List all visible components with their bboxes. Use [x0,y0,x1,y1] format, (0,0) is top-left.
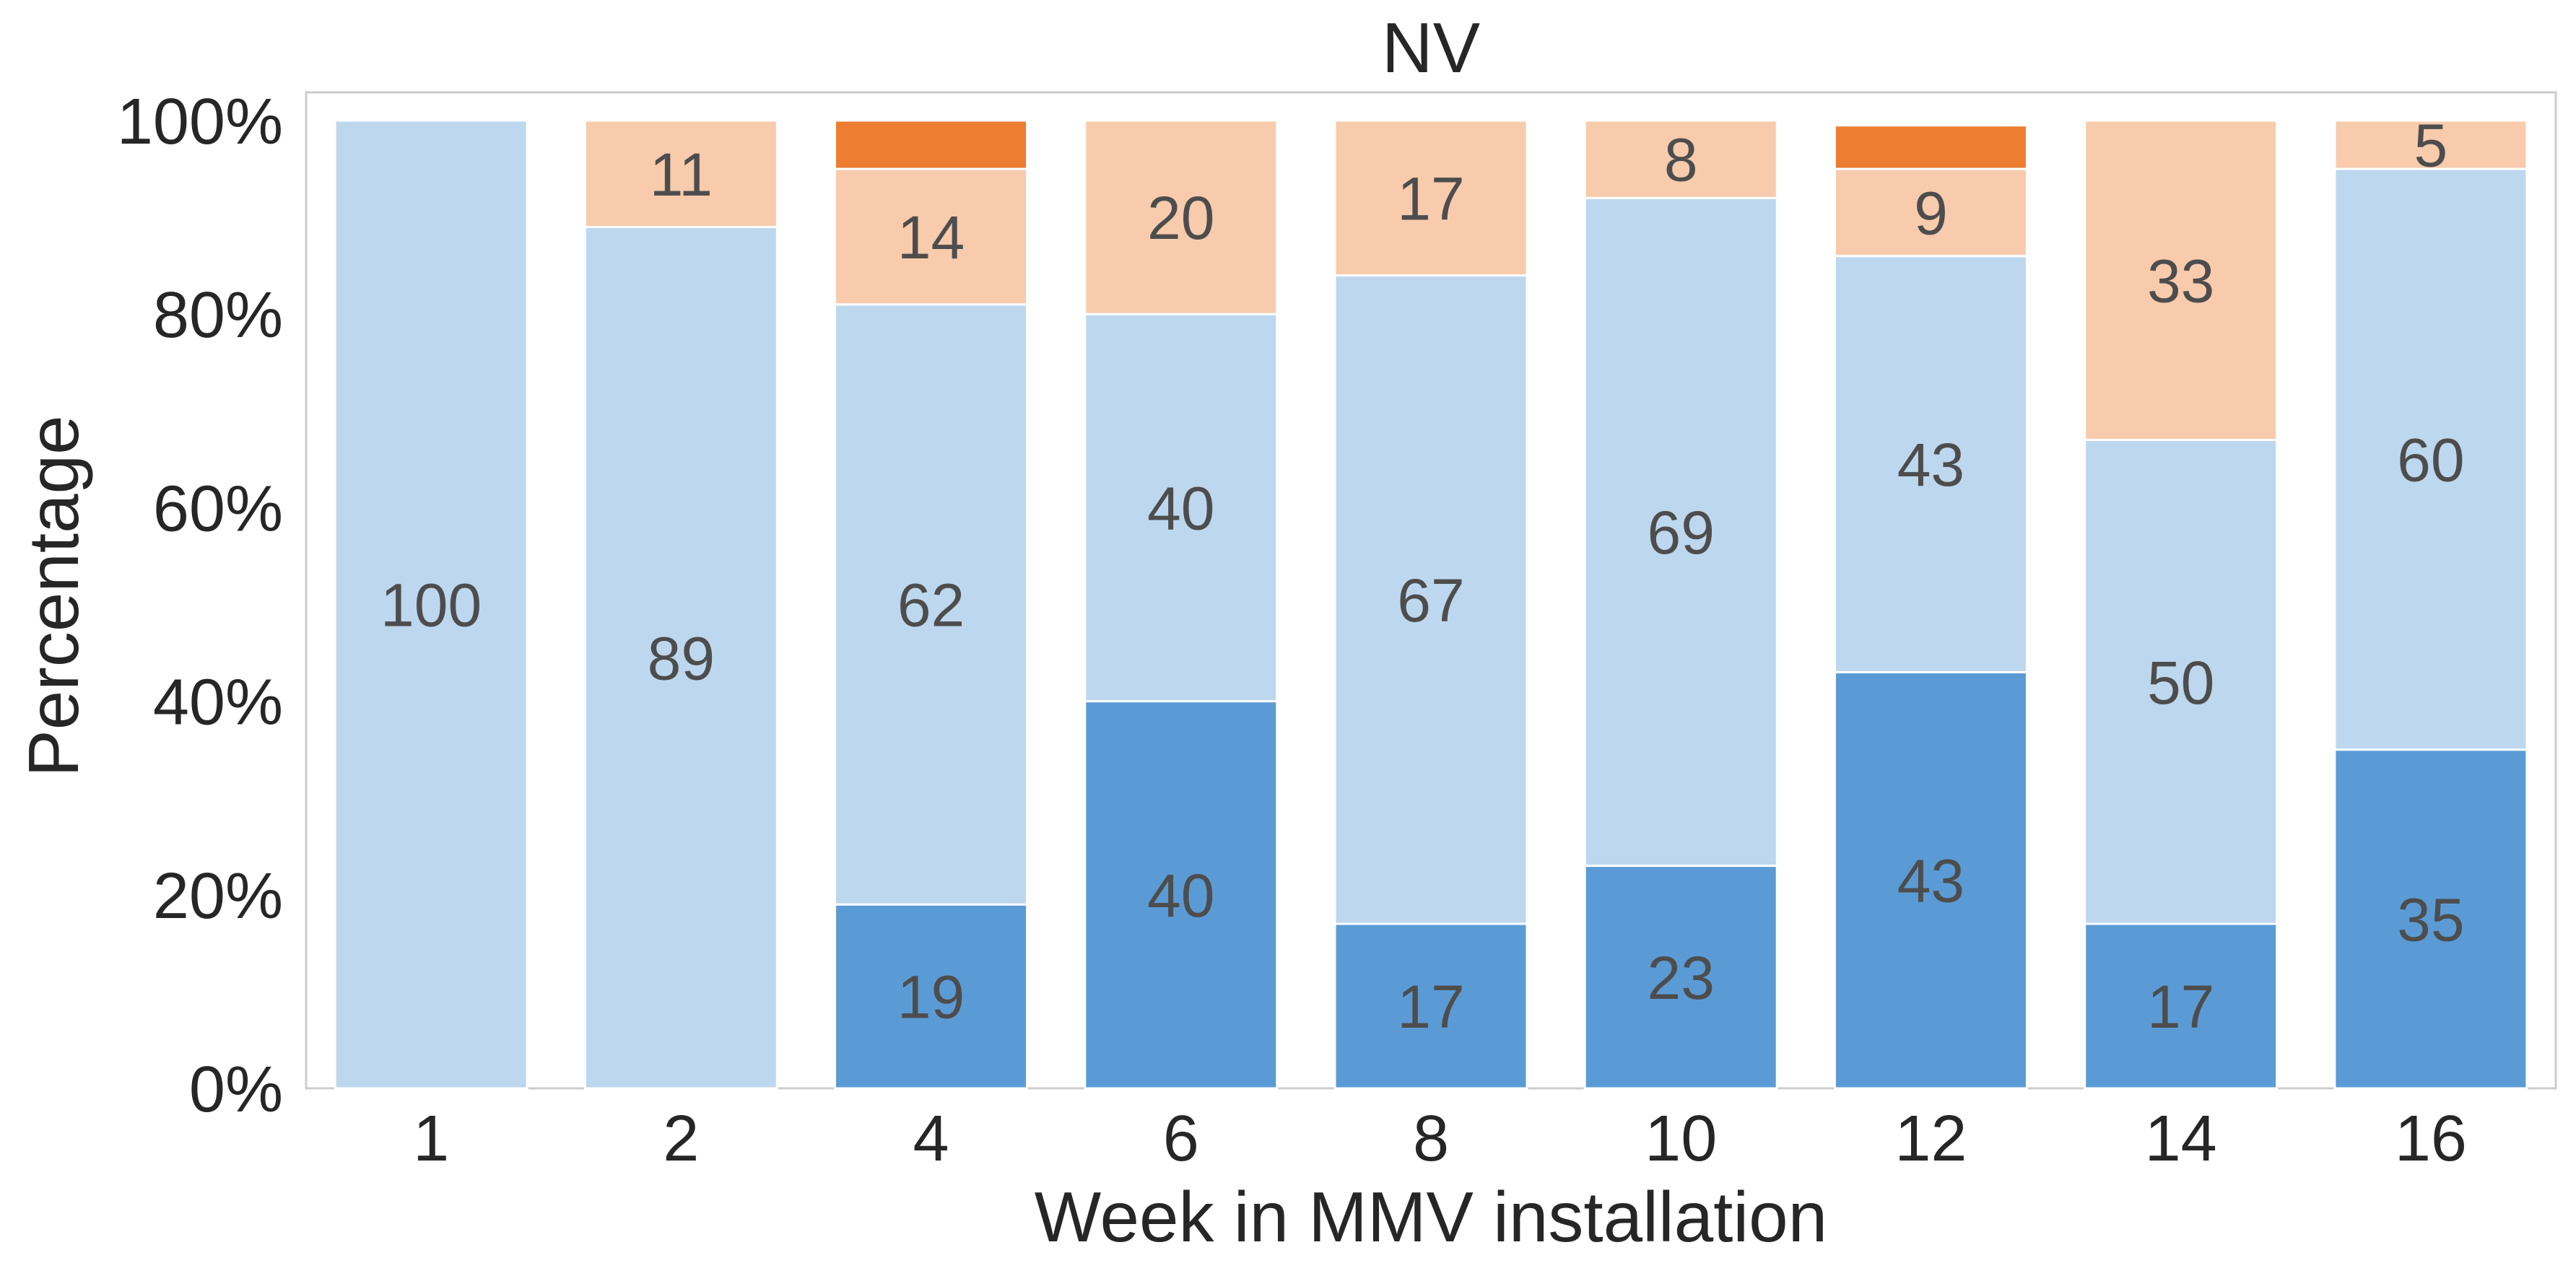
x-tick-label: 12 [1894,1103,1967,1175]
data-label: 69 [1648,499,1715,567]
data-label: 43 [1897,847,1964,915]
data-label: 23 [1648,944,1715,1012]
data-label: 33 [2147,247,2214,315]
data-label: 17 [1397,973,1464,1041]
bar-segment [1833,124,2028,170]
bar-segment [1333,274,1528,925]
chart-title: NV [1382,8,1480,87]
data-label: 9 [1914,179,1948,247]
bar-segment [2333,167,2528,751]
bar-segment [1833,670,2028,1090]
data-label: 62 [897,572,965,639]
x-tick-label: 8 [1413,1103,1449,1175]
bar-segment [1333,922,1528,1090]
bar-segment [1583,865,1778,1090]
bar-segment [1833,255,2028,673]
data-label: 19 [897,963,965,1031]
x-tick-label: 2 [663,1103,699,1175]
bar-segment [1583,119,1778,199]
data-label: 5 [2414,112,2448,180]
bar-segment [2333,748,2528,1090]
data-label: 11 [650,141,713,209]
x-tick-label: 1 [413,1103,449,1175]
bar-segment [834,167,1029,306]
bar-segment [1084,700,1279,1090]
data-label: 35 [2397,886,2464,953]
bar-segment [834,903,1029,1090]
y-tick-label: 80% [153,279,283,351]
x-tick-label: 10 [1645,1103,1717,1175]
data-label: 40 [1147,862,1214,930]
bar-segment [1084,313,1279,703]
data-labels-layer: 100 89 11 19 62 14 40 40 20 17 67 17 23 69 8 43 43 9 17 50 3… [380,112,2465,1041]
x-tick-label: 16 [2395,1103,2467,1175]
bar-segment [2084,119,2279,442]
bar-segment [1833,167,2028,258]
data-label: 20 [1147,184,1214,252]
bars-layer [334,119,2528,1090]
data-label: 89 [648,624,715,692]
y-tick-label: 0% [189,1054,283,1126]
y-tick-labels: 0% 20% 40% 60% 80% 100% [117,86,283,1126]
bar-segment [334,119,528,1090]
x-tick-label: 4 [913,1103,949,1175]
x-tick-label: 14 [2145,1103,2217,1175]
bar-segment [1084,119,1279,315]
bar-segment [834,119,1029,170]
data-label: 67 [1397,567,1464,634]
bar-segment [1333,119,1528,277]
data-label: 8 [1664,126,1698,194]
data-label: 40 [1147,474,1214,542]
bar-segment [1583,196,1778,868]
bar-segment [583,119,778,229]
data-label: 17 [1397,165,1464,232]
bar-segment [2333,119,2528,170]
data-label: 50 [2147,649,2214,717]
y-tick-label: 100% [117,86,283,158]
data-label: 14 [897,204,965,271]
bar-segment [2084,439,2279,925]
y-tick-label: 20% [153,860,283,932]
y-axis-title: Percentage [14,415,93,777]
bar-segment [834,303,1029,906]
data-label: 17 [2147,973,2214,1041]
x-axis-title: Week in MMV installation [1035,1177,1827,1257]
data-label: 43 [1897,431,1964,499]
y-tick-label: 60% [153,473,283,545]
x-tick-label: 6 [1163,1103,1199,1175]
data-label: 100 [380,572,482,639]
data-label: 60 [2397,426,2464,494]
x-tick-labels: 1 2 4 6 8 10 12 14 16 [413,1103,2467,1175]
y-tick-label: 40% [153,667,283,739]
